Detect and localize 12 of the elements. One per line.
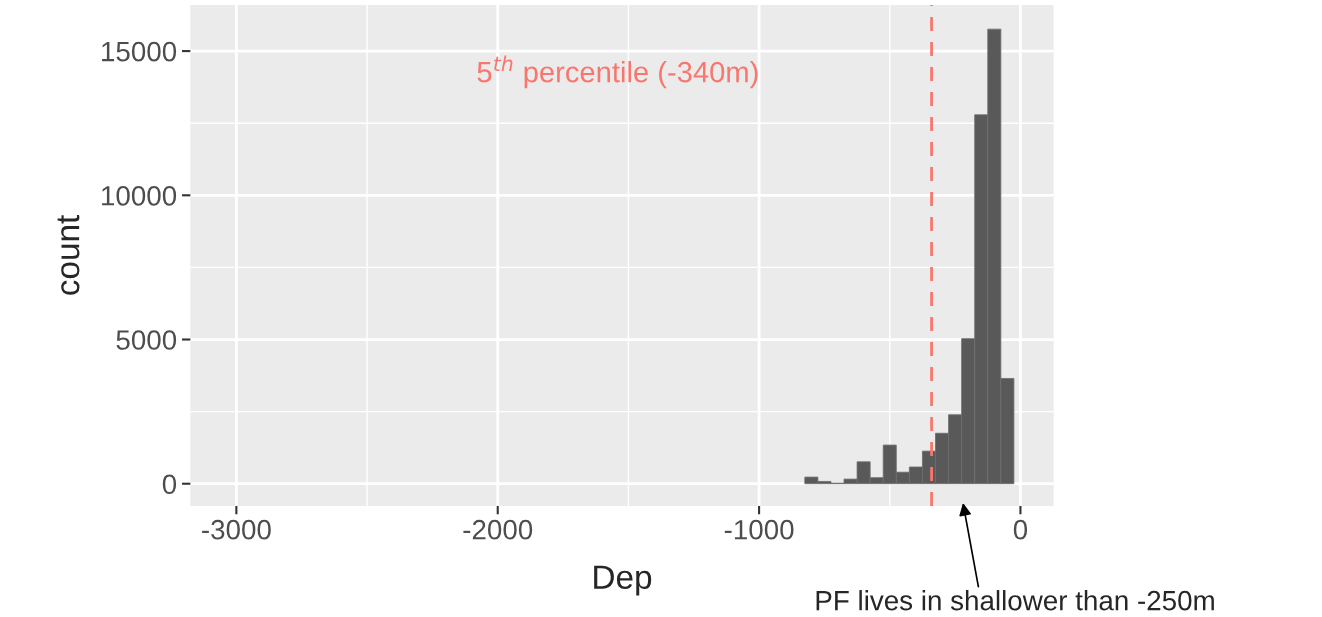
ref-line-label: 5$^{th}$ percentile (-340m)	[477, 55, 758, 89]
x-tick-label: -3000	[202, 519, 271, 540]
text: PF lives in shallower than -250m	[816, 590, 1214, 611]
y-tick-label: 0	[162, 474, 177, 495]
x-tick-label: -1000	[724, 519, 794, 540]
y-tick-label: 10000	[102, 185, 177, 206]
y-tick-label: 5000	[116, 330, 177, 350]
y-axis-title: count	[57, 214, 80, 295]
y-tick-label: 15000	[102, 41, 177, 62]
x-tick-label: -2000	[463, 519, 533, 540]
x-tick-label: 0	[1013, 519, 1028, 540]
x-axis-title: Dep	[594, 565, 652, 596]
